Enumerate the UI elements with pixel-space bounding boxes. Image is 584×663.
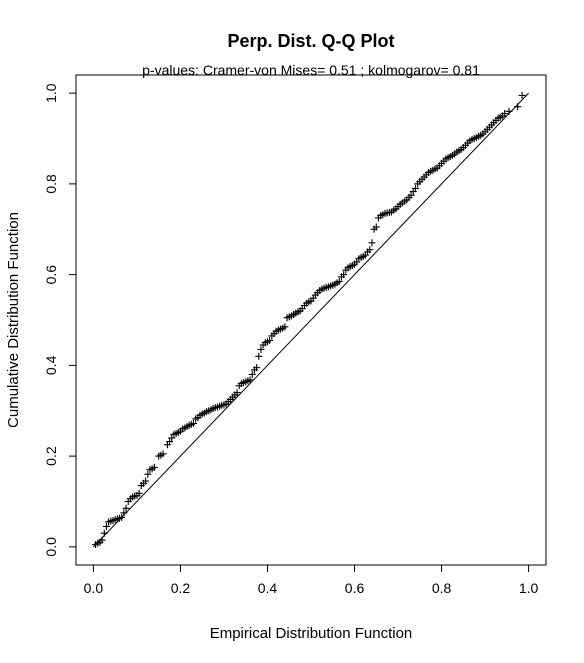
data-point: [255, 352, 263, 360]
data-point: [166, 438, 174, 446]
x-tick-label: 0.0: [84, 580, 104, 596]
data-point: [135, 489, 143, 497]
data-point: [368, 239, 376, 247]
data-point: [366, 246, 374, 254]
x-tick-label: 0.4: [258, 580, 278, 596]
y-tick-label: 0.4: [43, 355, 59, 375]
data-points: [92, 91, 526, 549]
data-point: [257, 345, 265, 353]
data-point: [150, 463, 158, 471]
y-tick-label: 0.8: [43, 174, 59, 194]
chart-subtitle: p-values: Cramer-von Mises= 0.51 ; kolmo…: [142, 62, 480, 78]
x-axis-title: Empirical Distribution Function: [210, 625, 413, 642]
y-tick-label: 0.6: [43, 265, 59, 285]
data-point: [518, 91, 526, 99]
x-tick-label: 1.0: [519, 580, 539, 596]
data-point: [142, 477, 150, 485]
data-point: [372, 223, 380, 231]
data-point: [122, 504, 130, 512]
data-point: [407, 191, 415, 199]
data-point: [100, 529, 108, 537]
data-point: [340, 271, 348, 279]
y-axis: 0.0 0.2 0.4 0.6 0.8 1.0: [43, 83, 77, 557]
data-point: [248, 370, 256, 378]
data-point: [144, 470, 152, 478]
data-point: [190, 419, 197, 427]
reference-line: [93, 92, 529, 548]
y-tick-label: 0.0: [43, 537, 59, 557]
data-point: [501, 110, 509, 118]
data-point: [233, 389, 241, 397]
data-point: [514, 103, 522, 111]
x-tick-label: 0.6: [345, 580, 365, 596]
data-point: [253, 364, 261, 372]
y-tick-label: 1.0: [43, 83, 59, 103]
x-tick-label: 0.2: [171, 580, 191, 596]
data-point: [281, 323, 289, 331]
x-tick-label: 0.8: [432, 580, 452, 596]
x-axis: 0.0 0.2 0.4 0.6 0.8 1.0: [84, 564, 539, 596]
data-point: [335, 277, 343, 285]
data-point: [159, 450, 167, 458]
data-point: [98, 536, 106, 544]
y-tick-label: 0.2: [43, 446, 59, 466]
data-point: [118, 513, 126, 521]
y-axis-title: Cumulative Distribution Function: [5, 212, 22, 428]
data-point: [246, 376, 254, 384]
data-point: [266, 336, 274, 344]
data-point: [505, 107, 513, 115]
data-point: [168, 434, 176, 442]
data-point: [120, 509, 128, 517]
data-point: [102, 522, 110, 530]
data-point: [411, 184, 419, 192]
chart-title: Perp. Dist. Q-Q Plot: [227, 31, 394, 51]
